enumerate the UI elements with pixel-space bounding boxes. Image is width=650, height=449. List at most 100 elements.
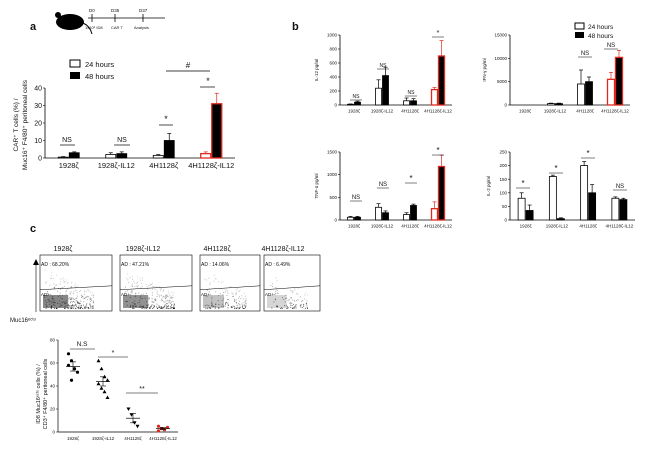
flow-dot [75,307,77,309]
flow-dot [227,302,229,304]
flow-dot [243,307,245,309]
flow-dot [225,302,227,304]
chart-a-cat-2: 4H1128ζ [149,161,179,170]
flow-dot [74,301,76,303]
chart-tnf-ytick-label-3: 1500 [327,150,338,155]
chart-a-bar-1-0 [105,154,117,159]
flow-dot [222,281,224,283]
flow-dot [131,304,133,306]
flow-dot [166,294,168,296]
flow-dot [156,303,158,305]
flow-dot [80,300,82,302]
flow-dot [59,287,61,289]
flow-dot [92,305,94,307]
chart-a-ytick-label-2: 20 [34,120,42,127]
sig-il2-0: * [521,179,524,188]
flow-dot [244,306,246,308]
flow-dot [134,295,136,297]
flow-dot [227,292,229,294]
flow-dot [61,278,63,280]
flow-dot [162,295,164,297]
flow-dot [92,302,94,304]
flow-dot [89,298,91,300]
chart-ifn-cat-2: 4H1128ζ [576,109,593,114]
flow-dot [85,296,87,298]
flow-dot [275,277,277,279]
flow-dot [151,283,153,285]
flow-dot [76,305,78,307]
flow-dot [232,305,234,307]
flow-title-1: 1928ζ-IL12 [126,246,161,253]
sig-a-0: NS [62,137,72,144]
chart-a-bar-3-0 [200,152,212,159]
flow-dot [245,302,247,304]
flow-dot [234,300,236,302]
flow-dot [159,296,161,298]
flow-dot [88,290,90,292]
flow-dot [218,307,220,309]
flow-dot [228,299,230,301]
chart-a-cat-0: 1928ζ [59,161,80,170]
flow-cluster-1 [123,295,149,308]
chart-ifn-cat-3: 4H1128ζ-IL12 [601,109,629,114]
flow-dot [300,304,302,306]
flow-dot [63,307,65,309]
flow-dot [132,307,134,309]
flow-dot [172,301,174,303]
flow-dot [235,302,237,304]
flow-dot [68,305,70,307]
chart-il12-cat-2: 4H1128ζ [401,109,418,114]
flow-dot [238,296,240,298]
chart-il12-ytick-label-3: 600 [329,61,337,66]
flow-dot [292,290,294,292]
timeline-step-0: 1x10⁶ ID8 [85,25,103,30]
flow-dot [140,298,142,300]
flow-dot [131,292,133,294]
flow-dot [167,299,169,301]
chart-a-bar-1-1 [116,153,128,159]
flow-dot [220,288,222,290]
flow-plot-frame-3 [263,254,321,312]
flow-dot [239,307,241,309]
flow-dot [271,286,273,288]
flow-dot [272,283,274,285]
flow-dot [70,299,72,301]
flow-dot [72,293,74,295]
flow-dot [160,307,162,309]
flow-dot [78,307,80,309]
flow-dot [65,279,67,281]
chart-ifn-bar-2-0 [577,83,585,106]
flow-dot [170,295,172,297]
flow-dot [60,278,62,280]
flow-dot [73,305,75,307]
flow-dot [144,297,146,299]
flow-dot [276,306,278,308]
sig-c-0: N.S [77,341,89,348]
flow-dot [148,298,150,300]
flow-dot [85,296,87,298]
flow-dot [244,307,246,309]
chart-ifn-ytick-label-1: 5000 [497,79,508,84]
flow-dot [206,289,208,291]
flow-dot [161,307,163,309]
flow-dot [169,297,171,299]
flow-dot [218,281,220,283]
flow-dot [88,303,90,305]
flow-dot [151,300,153,302]
flow-gate-small-0: AD+- [41,292,52,297]
flow-gate-3: AD : 6.49% [265,262,291,268]
flow-dot [232,296,234,298]
timeline-day-1: D35 [111,8,120,13]
flow-dot [295,305,297,307]
flow-dot [236,288,238,290]
chart-ifn-cat-0: 1928ζ [519,109,531,114]
flow-dot [225,289,227,291]
flow-dot [218,307,220,309]
flow-dot [297,287,299,289]
flow-dot [211,298,213,300]
flow-dot [132,278,134,280]
flow-dot [64,307,66,309]
flow-dot [160,307,162,309]
flow-dot [170,306,172,308]
chart-tnf-cat-2: 4H1128ζ [401,224,418,229]
